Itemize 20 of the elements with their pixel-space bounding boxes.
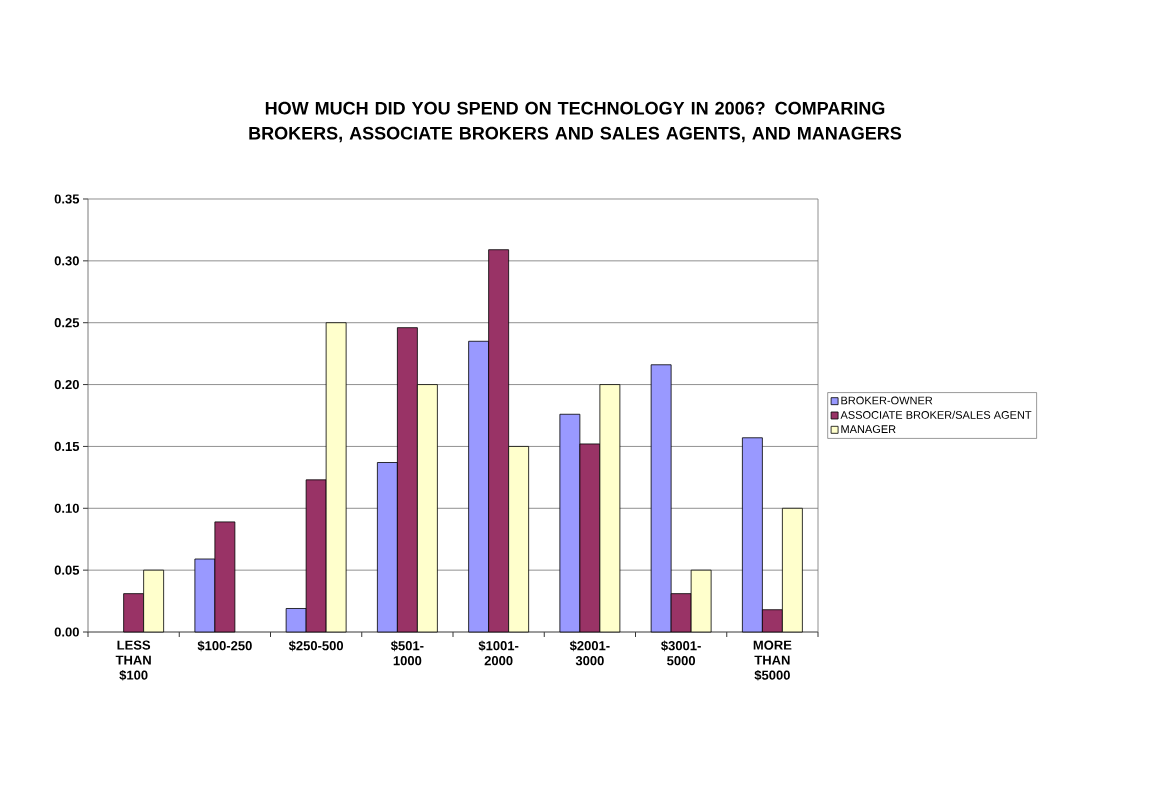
legend-label: BROKER-OWNER [841,396,933,405]
legend-label: ASSOCIATE BROKER/SALES AGENT [840,410,1032,419]
x-tick-label: $100-250 [197,640,252,652]
y-tick-label: 0.20 [54,379,79,390]
x-tick-label: $2001-3000 [569,640,610,666]
x-tick-label: $501-1000 [390,640,424,666]
chart-title: HOW MUCH DID YOU SPEND ON TECHNOLOGY IN 2006? COMPARING BROKERS, ASSOCIATE BROKERS AND SALES AGENTS, AND MANAGERS [249,101,902,143]
x-tick-label: $1001-2000 [478,640,519,666]
x-tick-label: $250-500 [288,640,344,652]
y-tick-label: 0.00 [54,627,79,637]
x-tick-label: $3001-5000 [661,640,701,666]
y-tick-label: 0.30 [54,256,79,266]
y-tick-label: 0.25 [54,318,80,328]
x-tick-label: LESS THAN $100 [115,640,151,681]
x-tick-label: MORE THAN $5000 [753,640,792,681]
y-tick-label: 0.05 [54,565,80,575]
y-tick-label: 0.10 [54,503,79,513]
legend-label: MANAGER [841,425,896,434]
y-tick-label: 0.15 [54,441,80,452]
y-tick-label: 0.35 [54,194,80,204]
